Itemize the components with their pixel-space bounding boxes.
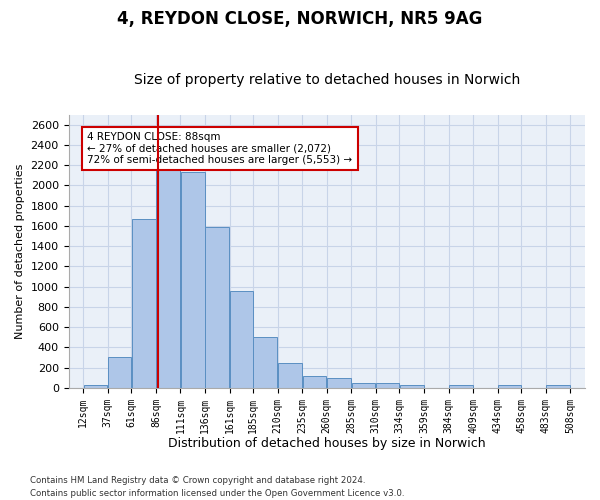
Bar [205,227,229,388]
Bar [230,290,253,388]
Text: 4 REYDON CLOSE: 88sqm
← 27% of detached houses are smaller (2,072)
72% of semi-d: 4 REYDON CLOSE: 88sqm ← 27% of detached … [87,132,352,165]
Bar [327,378,351,388]
Bar [400,385,424,388]
Bar [352,383,376,388]
Bar [278,362,302,388]
Title: Size of property relative to detached houses in Norwich: Size of property relative to detached ho… [134,73,520,87]
Bar [253,337,277,388]
Bar [376,383,399,388]
Bar [156,170,180,388]
Y-axis label: Number of detached properties: Number of detached properties [15,164,25,339]
Bar [132,219,155,388]
Bar [546,386,570,388]
X-axis label: Distribution of detached houses by size in Norwich: Distribution of detached houses by size … [168,437,485,450]
Bar [498,385,521,388]
Bar [108,358,131,388]
Text: Contains HM Land Registry data © Crown copyright and database right 2024.
Contai: Contains HM Land Registry data © Crown c… [30,476,404,498]
Text: 4, REYDON CLOSE, NORWICH, NR5 9AG: 4, REYDON CLOSE, NORWICH, NR5 9AG [118,10,482,28]
Bar [181,172,205,388]
Bar [449,385,473,388]
Bar [83,386,107,388]
Bar [302,376,326,388]
